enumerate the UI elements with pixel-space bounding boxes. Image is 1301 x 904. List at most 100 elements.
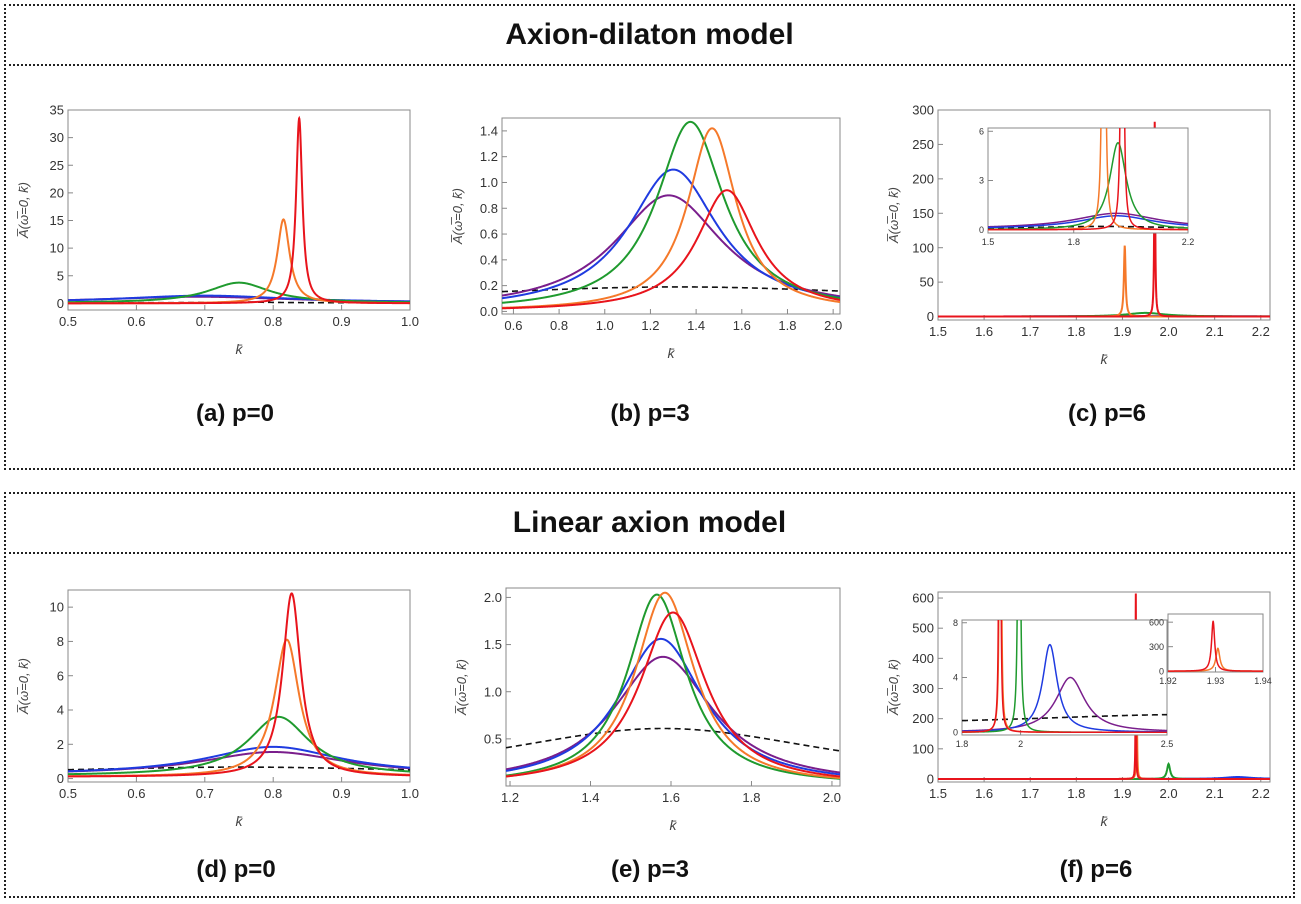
chart-e-ytick-label: 1.5 — [484, 637, 502, 652]
chart-d-ytick-label: 6 — [57, 668, 64, 683]
caption-d: (d) p=0 — [196, 856, 276, 883]
chart-b-series-dashed — [502, 286, 840, 293]
chart-f-inset-1-xtick-label: 1.93 — [1207, 676, 1225, 686]
chart-f-xtick-label: 2.2 — [1252, 786, 1270, 801]
chart-f-ytick-label: 100 — [912, 741, 934, 756]
chart-f-ytick-label: 200 — [912, 711, 934, 726]
chart-e-xtick-label: 1.8 — [742, 790, 760, 805]
chart-f-inset-0-xtick-label: 2 — [1018, 739, 1023, 749]
chart-d-plot-area: 0.5 0.6 0.7 0.8 0.9 1.0 0 2 4 6 8 10 — [50, 589, 419, 801]
chart-c-ytick-label: 200 — [912, 171, 934, 186]
chart-f-inset-0-ytick-label: 8 — [953, 618, 958, 628]
chart-e-series-orange — [506, 591, 840, 780]
chart-a-xtick-label: 0.9 — [333, 314, 351, 329]
chart-a-ytick-label: 35 — [50, 103, 64, 118]
caption-a: (a) p=0 — [195, 400, 275, 427]
chart-d-frame — [67, 589, 411, 783]
chart-a-ytick-label: 20 — [50, 185, 64, 200]
chart-c-ytick-label: 0 — [927, 309, 934, 324]
chart-c-xtick-label: 2.0 — [1160, 324, 1178, 339]
chart-e-ytick-label: 1.0 — [484, 684, 502, 699]
chart-c-ytick-label: 300 — [912, 103, 934, 118]
chart-e-series-green — [506, 593, 840, 780]
chart-d-xlabel: k̄ — [236, 813, 244, 829]
chart-c-inset-0-ytick-label: 3 — [979, 176, 984, 186]
chart-f-inset-0-plot-area: 1.8 2 2.5 0 4 8 — [953, 618, 1173, 749]
chart-e-plot-area: 1.2 1.4 1.6 1.8 2.0 0.5 1.0 1.5 2.0 — [484, 587, 841, 805]
chart-f-inset-1-series-red — [1168, 620, 1263, 672]
chart-b-series-red — [502, 189, 840, 310]
section-title-axion-dilaton: Axion-dilaton model — [4, 4, 1295, 66]
chart-a-xlabel: k̄ — [236, 341, 244, 357]
chart-f-inset-0-series-red — [962, 620, 1167, 733]
chart-b-ytick-label: 0.2 — [480, 278, 498, 293]
chart-b-series-orange — [502, 127, 840, 309]
chart-b-xtick-label: 1.4 — [687, 318, 705, 333]
chart-f-xtick-label: 2.0 — [1160, 786, 1178, 801]
chart-a-series-green — [68, 281, 410, 304]
chart-b-ytick-label: 1.0 — [480, 175, 498, 190]
chart-f-inset-0-ytick-label: 4 — [953, 673, 958, 683]
chart-panel-a: 0.5 0.6 0.7 0.8 0.9 1.0 0 5 10 15 20 25 30 35 k̄ A̅(ω̅=… — [16, 103, 420, 357]
chart-e-series-purple — [506, 655, 840, 774]
chart-panel-e: 1.2 1.4 1.6 1.8 2.0 0.5 1.0 1.5 2.0 k̄ A̅(ω̅=0, k̄… — [454, 587, 841, 833]
chart-e-series-blue — [506, 637, 840, 776]
section-frame-axion-dilaton — [4, 64, 1295, 470]
chart-b-xtick-label: 2.0 — [824, 318, 842, 333]
chart-c-ytick-label: 250 — [912, 137, 934, 152]
chart-c-inset-0-ytick-label: 0 — [979, 225, 984, 235]
caption-e: (e) p=3 — [610, 856, 690, 883]
chart-panel-d: 0.5 0.6 0.7 0.8 0.9 1.0 0 2 4 6 8 10 k̄ A̅(ω̅=0, k̄) — [16, 589, 419, 829]
chart-f-ytick-label: 0 — [927, 772, 934, 787]
chart-f-xtick-label: 1.5 — [929, 786, 947, 801]
chart-e-ytick-label: 0.5 — [484, 731, 502, 746]
chart-f-xtick-label: 1.8 — [1067, 786, 1085, 801]
chart-c-xtick-label: 1.5 — [929, 324, 947, 339]
chart-f-ytick-label: 600 — [912, 591, 934, 606]
chart-b-xtick-label: 1.0 — [596, 318, 614, 333]
chart-d-series-blue — [68, 745, 410, 773]
chart-a-plot-area: 0.5 0.6 0.7 0.8 0.9 1.0 0 5 10 15 20 25 30 35 — [50, 103, 420, 329]
chart-e-xlabel: k̄ — [670, 817, 678, 833]
chart-e-series-red — [506, 611, 840, 778]
chart-a-xtick-label: 0.6 — [127, 314, 145, 329]
chart-a-ytick-label: 10 — [50, 241, 64, 256]
chart-e-ylabel: A̅(ω̅=0, k̄) — [454, 659, 469, 716]
chart-f-inset-1-xtick-label: 1.94 — [1254, 676, 1272, 686]
chart-d-ytick-label: 8 — [57, 634, 64, 649]
caption-f: (f) p=6 — [1059, 856, 1133, 883]
chart-f-inset-1-plot-area: 1.92 1.93 1.94 0 300 600 — [1149, 613, 1272, 686]
chart-c-xtick-label: 1.6 — [975, 324, 993, 339]
chart-c-xtick-label: 1.9 — [1113, 324, 1131, 339]
chart-d-series-red — [68, 592, 410, 778]
chart-a-xtick-label: 0.5 — [59, 314, 77, 329]
chart-f-ylabel: A̅(ω̅=0, k̄) — [886, 659, 901, 716]
chart-f-xtick-label: 2.1 — [1206, 786, 1224, 801]
chart-c-series-red — [938, 121, 1270, 318]
chart-f-inset-0-xtick-label: 1.8 — [956, 739, 969, 749]
chart-d-series-dashed — [68, 766, 410, 771]
chart-f-inset-1-ytick-label: 300 — [1149, 642, 1164, 652]
chart-c-inset-0-series-green — [988, 142, 1188, 230]
chart-d-xtick-label: 0.7 — [196, 786, 214, 801]
chart-b-ytick-label: 1.2 — [480, 149, 498, 164]
chart-f-xlabel: k̄ — [1101, 813, 1109, 829]
chart-c-inset-0-series-purple — [988, 212, 1188, 228]
chart-a-ytick-label: 30 — [50, 130, 64, 145]
chart-b-ytick-label: 1.4 — [480, 123, 498, 138]
chart-f-xtick-label: 1.9 — [1113, 786, 1131, 801]
chart-f-inset-1-ytick-label: 0 — [1159, 666, 1164, 676]
chart-f-series-red — [938, 593, 1270, 780]
caption-c: (c) p=6 — [1067, 400, 1147, 427]
chart-a-series-red — [68, 115, 410, 305]
chart-b-ytick-label: 0.8 — [480, 201, 498, 216]
chart-d-ylabel: A̅(ω̅=0, k̄) — [16, 658, 31, 715]
chart-c-inset-0-plot-area: 1.5 1.8 2.2 0 3 6 — [979, 126, 1194, 247]
chart-a-frame — [67, 109, 411, 311]
chart-b-ytick-label: 0.6 — [480, 227, 498, 242]
chart-b-xtick-label: 1.2 — [641, 318, 659, 333]
chart-f-ytick-label: 400 — [912, 651, 934, 666]
chart-b-ytick-label: 0.4 — [480, 252, 498, 267]
section-title-linear-axion: Linear axion model — [4, 492, 1295, 554]
chart-a-ytick-label: 25 — [50, 158, 64, 173]
